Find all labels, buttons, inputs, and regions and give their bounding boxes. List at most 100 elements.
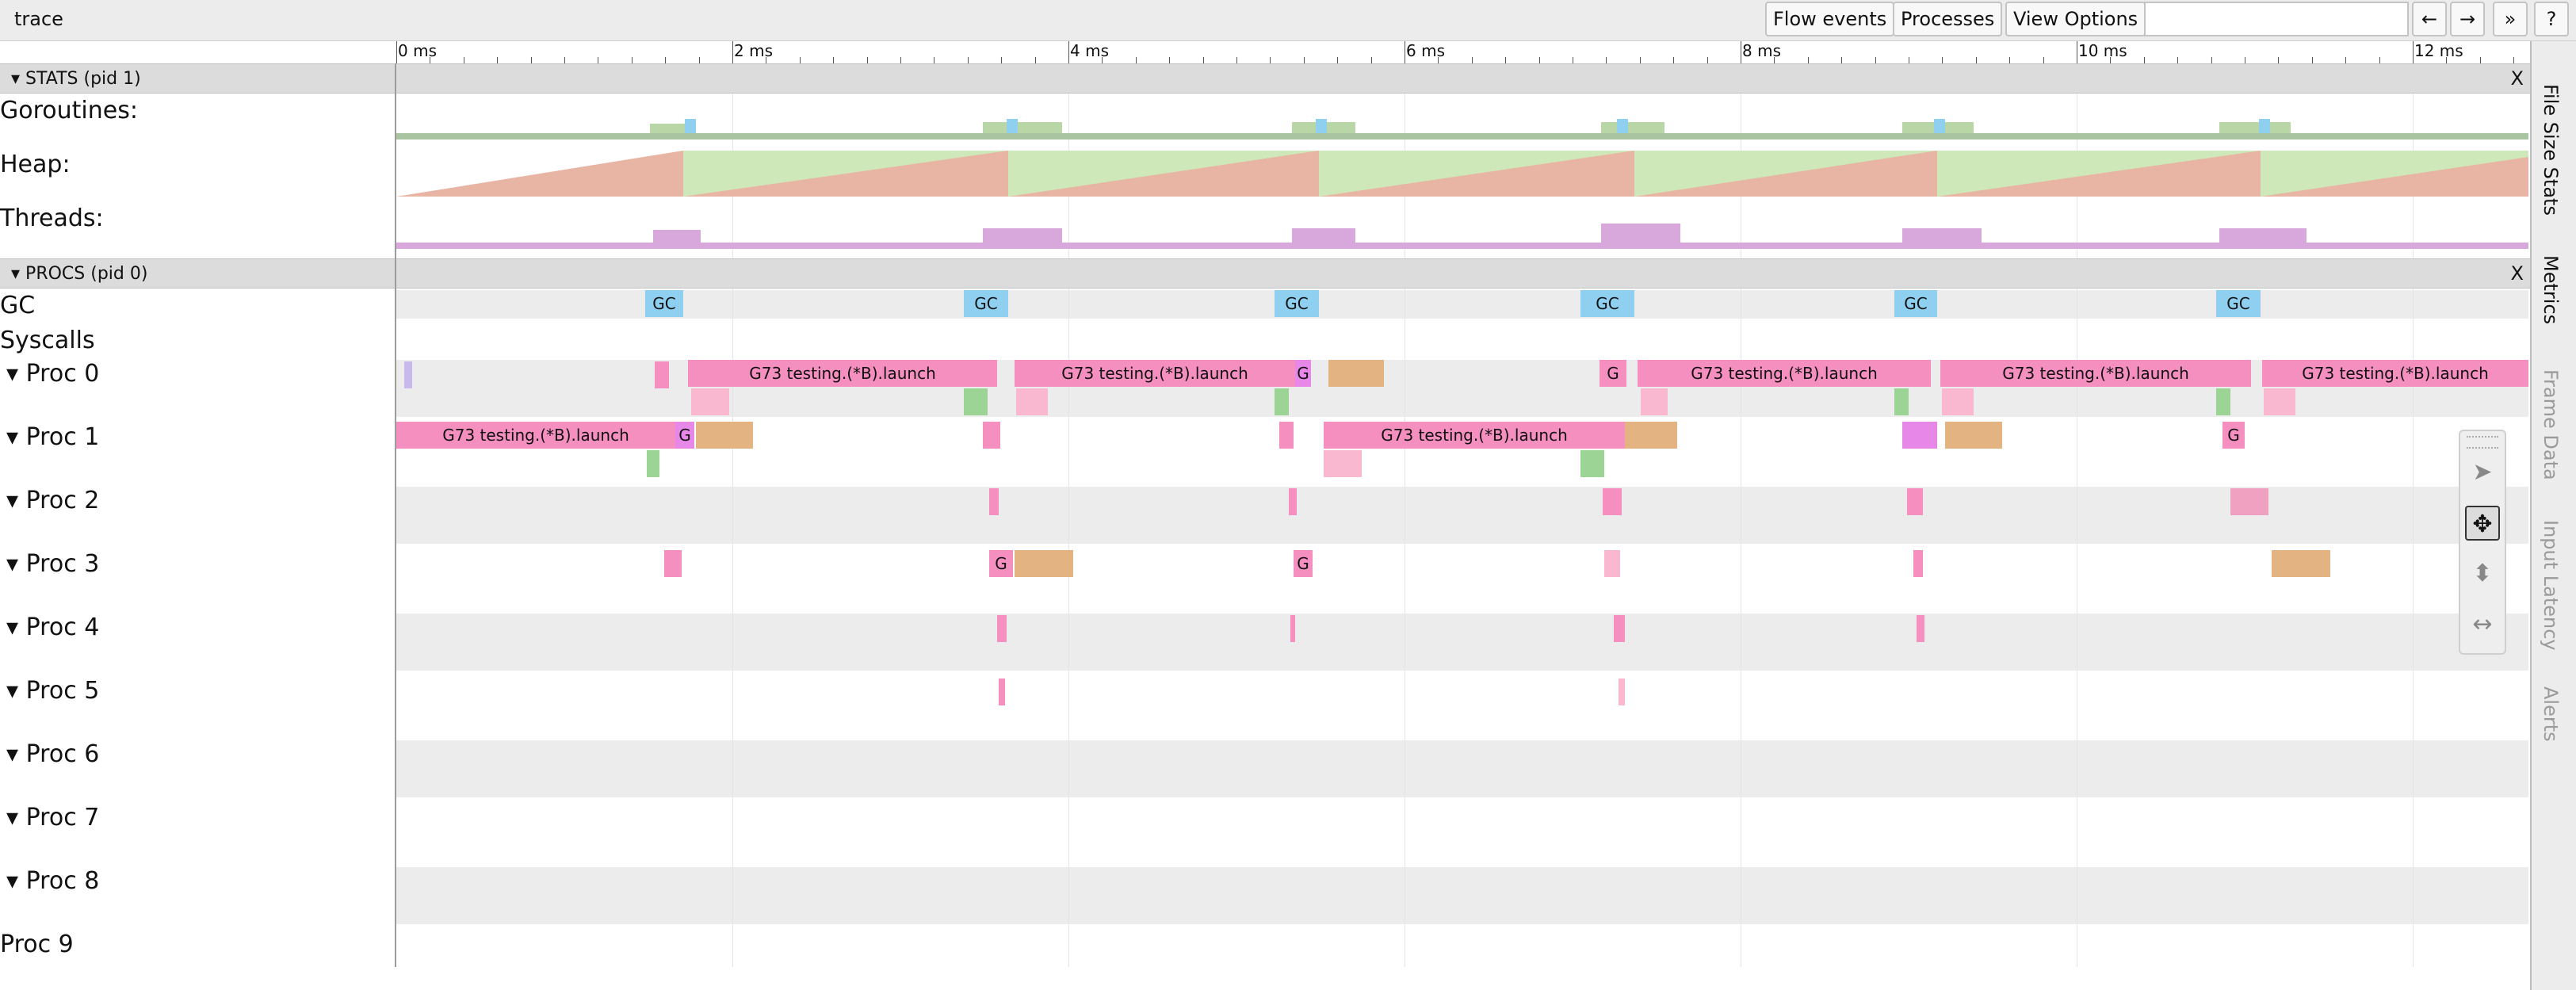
gc-track bbox=[396, 290, 2528, 319]
proc-slice[interactable] bbox=[997, 615, 1007, 642]
goroutines-burst bbox=[1617, 119, 1628, 133]
expand-triangle-icon[interactable]: ▾ bbox=[6, 360, 26, 388]
tan-slice[interactable] bbox=[1945, 422, 2002, 449]
gc-slice[interactable]: GC bbox=[2216, 290, 2261, 317]
proc-slice[interactable] bbox=[1279, 422, 1294, 449]
gc-slice[interactable]: GC bbox=[1580, 290, 1634, 317]
tan-slice[interactable] bbox=[1328, 360, 1384, 387]
g-slice[interactable]: G bbox=[675, 422, 694, 449]
ruler-tick bbox=[1976, 57, 1977, 63]
proc-slice[interactable] bbox=[1619, 678, 1625, 705]
grid-line bbox=[732, 63, 733, 967]
expand-triangle-icon[interactable]: ▾ bbox=[6, 423, 26, 451]
proc-row-label: Proc 6 bbox=[25, 740, 100, 768]
flow-events-button[interactable]: Flow events bbox=[1765, 2, 1895, 36]
expand-triangle-icon[interactable]: ▾ bbox=[6, 677, 26, 705]
proc-slice[interactable] bbox=[404, 361, 412, 388]
pan-icon[interactable]: ✥ bbox=[2465, 506, 2500, 541]
expand-triangle-icon[interactable]: ▾ bbox=[6, 804, 26, 831]
proc-slice[interactable] bbox=[2230, 488, 2268, 515]
procs-section-header[interactable]: ▾ PROCS (pid 0) X bbox=[0, 258, 2530, 289]
g-slice[interactable]: G bbox=[1295, 360, 1311, 387]
proc-7-track bbox=[396, 797, 2528, 867]
tan-slice[interactable] bbox=[2272, 550, 2330, 577]
collapse-triangle-icon[interactable]: ▾ bbox=[11, 264, 26, 284]
proc-slice[interactable] bbox=[1604, 550, 1620, 577]
timing-icon[interactable]: ↔ bbox=[2472, 610, 2493, 638]
proc-slice[interactable] bbox=[1614, 615, 1625, 642]
expand-triangle-icon[interactable]: ▾ bbox=[6, 550, 26, 578]
gc-slice[interactable]: GC bbox=[1275, 290, 1319, 317]
gc-slice[interactable]: GC bbox=[1894, 290, 1937, 317]
launch-slice[interactable]: G73 testing.(*B).launch bbox=[2262, 360, 2528, 387]
launch-slice[interactable]: G73 testing.(*B).launch bbox=[1324, 422, 1625, 449]
gc-slice[interactable]: GC bbox=[645, 290, 683, 317]
proc-slice[interactable] bbox=[983, 422, 1000, 449]
more-button[interactable]: » bbox=[2493, 2, 2528, 36]
launch-slice[interactable]: G73 testing.(*B).launch bbox=[1015, 360, 1295, 387]
ruler-tick bbox=[2009, 57, 2010, 63]
zoom-icon[interactable]: ⬍ bbox=[2472, 560, 2493, 587]
timeline-track-area[interactable]: GC GC GC GC GC GC G73 testing.(*B).launc… bbox=[396, 0, 2528, 990]
ruler-tick-label: 10 ms bbox=[2078, 41, 2127, 60]
proc-slice[interactable] bbox=[1603, 488, 1622, 515]
proc-slice[interactable] bbox=[1290, 615, 1295, 642]
pane-divider[interactable] bbox=[395, 63, 396, 967]
tan-slice[interactable] bbox=[1625, 422, 1677, 449]
expand-triangle-icon[interactable]: ▾ bbox=[6, 487, 26, 514]
next-match-button[interactable]: → bbox=[2450, 2, 2485, 36]
proc-slice[interactable] bbox=[1917, 615, 1924, 642]
ruler-tick bbox=[1673, 57, 1674, 63]
g-slice[interactable]: G bbox=[1599, 360, 1626, 387]
sub-slice bbox=[1894, 388, 1909, 415]
tan-slice[interactable] bbox=[1015, 550, 1073, 577]
help-button[interactable]: ? bbox=[2534, 2, 2569, 36]
drag-handle[interactable] bbox=[2467, 436, 2498, 449]
expand-triangle-icon[interactable]: ▾ bbox=[6, 867, 26, 895]
tab-file-size-stats[interactable]: File Size Stats bbox=[2540, 84, 2562, 216]
proc-slice[interactable] bbox=[1289, 488, 1297, 515]
launch-slice[interactable]: G73 testing.(*B).launch bbox=[1638, 360, 1931, 387]
expand-triangle-icon[interactable]: ▾ bbox=[6, 740, 26, 768]
processes-button[interactable]: Processes bbox=[1893, 2, 2003, 36]
select-icon[interactable]: ➤ bbox=[2472, 458, 2493, 486]
tab-alerts[interactable]: Alerts bbox=[2540, 686, 2562, 742]
ruler-tick bbox=[1707, 57, 1708, 63]
proc-4-track bbox=[396, 613, 2528, 671]
launch-slice[interactable]: G73 testing.(*B).launch bbox=[396, 422, 675, 449]
ruler-tick bbox=[1236, 57, 1237, 63]
expand-triangle-icon[interactable]: ▾ bbox=[6, 613, 26, 641]
proc-row-label: Proc 0 bbox=[25, 360, 100, 388]
close-icon[interactable]: X bbox=[2510, 67, 2524, 90]
prev-match-button[interactable]: ← bbox=[2412, 2, 2447, 36]
search-input[interactable] bbox=[2144, 2, 2409, 36]
proc-slice[interactable] bbox=[999, 678, 1005, 705]
tab-input-latency[interactable]: Input Latency bbox=[2540, 520, 2562, 651]
launch-slice[interactable]: G73 testing.(*B).launch bbox=[688, 360, 997, 387]
proc-slice[interactable] bbox=[655, 361, 669, 388]
proc-slice[interactable] bbox=[989, 488, 999, 515]
proc-row-label: Proc 8 bbox=[25, 867, 100, 895]
ruler-tick bbox=[1136, 57, 1137, 63]
launch-slice[interactable]: G73 testing.(*B).launch bbox=[1940, 360, 2251, 387]
close-icon[interactable]: X bbox=[2510, 262, 2524, 285]
tan-slice[interactable] bbox=[696, 422, 753, 449]
proc-slice[interactable] bbox=[1907, 488, 1923, 515]
proc-slice[interactable] bbox=[1913, 550, 1923, 577]
ruler-tick bbox=[2211, 57, 2212, 63]
g-slice[interactable]: G bbox=[989, 550, 1013, 577]
proc-slice[interactable] bbox=[1902, 422, 1937, 449]
goroutines-burst bbox=[1007, 119, 1018, 133]
tab-frame-data[interactable]: Frame Data bbox=[2540, 369, 2562, 480]
goroutines-baseline bbox=[396, 133, 2528, 140]
g-slice[interactable]: G bbox=[1294, 550, 1313, 577]
g-slice[interactable]: G bbox=[2222, 422, 2245, 449]
collapse-triangle-icon[interactable]: ▾ bbox=[11, 69, 26, 89]
ruler-tick bbox=[2413, 41, 2414, 63]
stats-section-header[interactable]: ▾ STATS (pid 1) X bbox=[0, 63, 2530, 94]
tab-metrics[interactable]: Metrics bbox=[2540, 255, 2562, 325]
proc-8-track bbox=[396, 867, 2528, 924]
side-panel-tabs: File Size Stats Metrics Frame Data Input… bbox=[2530, 41, 2576, 990]
gc-slice[interactable]: GC bbox=[964, 290, 1008, 317]
proc-slice[interactable] bbox=[664, 550, 682, 577]
